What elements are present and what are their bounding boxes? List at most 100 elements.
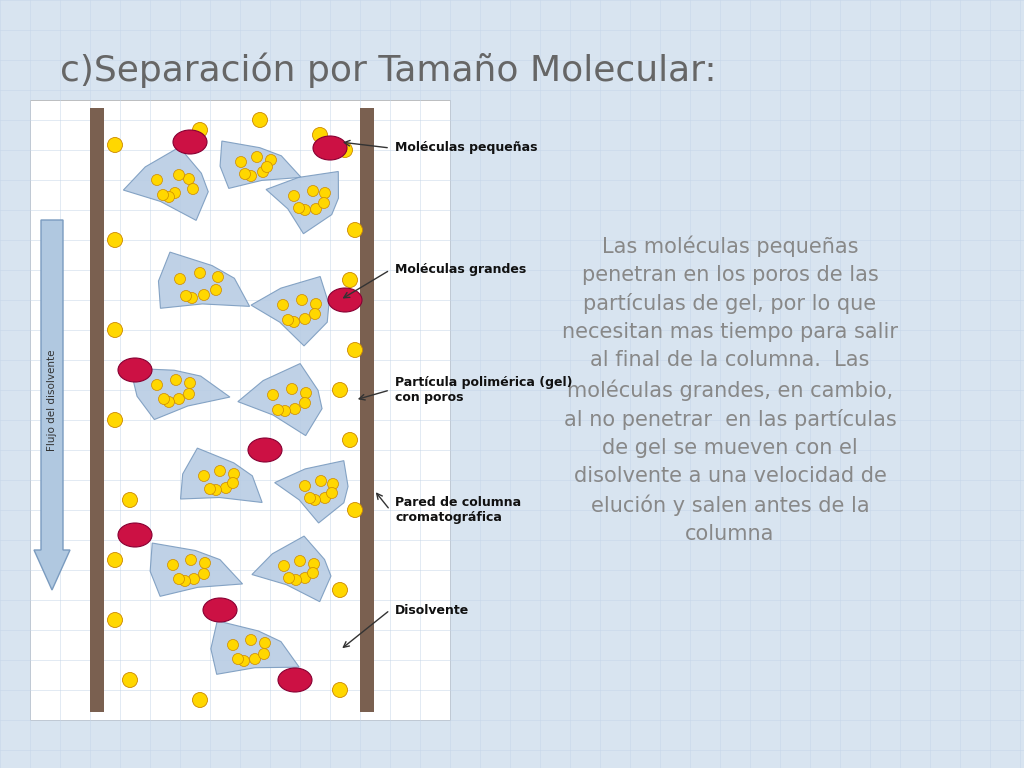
- Circle shape: [211, 284, 221, 296]
- Polygon shape: [130, 369, 230, 419]
- Circle shape: [183, 174, 195, 184]
- Circle shape: [123, 492, 137, 508]
- Circle shape: [333, 582, 347, 598]
- Circle shape: [213, 272, 223, 283]
- Bar: [30, 100, 450, 720]
- Circle shape: [184, 378, 196, 389]
- Circle shape: [299, 204, 310, 216]
- Circle shape: [164, 191, 174, 203]
- Circle shape: [158, 190, 169, 200]
- Circle shape: [291, 574, 301, 585]
- Circle shape: [180, 290, 191, 302]
- Circle shape: [174, 273, 185, 284]
- Ellipse shape: [118, 358, 152, 382]
- Circle shape: [200, 558, 211, 568]
- Circle shape: [300, 388, 311, 399]
- Bar: [360, 108, 374, 712]
- Circle shape: [123, 673, 137, 687]
- Ellipse shape: [328, 288, 362, 312]
- Circle shape: [173, 393, 184, 405]
- Circle shape: [164, 396, 174, 408]
- Circle shape: [186, 293, 198, 303]
- Circle shape: [199, 568, 210, 580]
- Circle shape: [211, 485, 221, 495]
- Circle shape: [333, 382, 347, 398]
- Text: Pared de columna
cromatográfica: Pared de columna cromatográfica: [395, 496, 521, 524]
- Circle shape: [108, 552, 123, 568]
- Circle shape: [342, 273, 357, 287]
- Circle shape: [310, 299, 322, 310]
- Circle shape: [304, 492, 315, 504]
- Circle shape: [108, 137, 123, 153]
- Circle shape: [236, 157, 247, 167]
- Circle shape: [179, 575, 190, 587]
- Circle shape: [199, 471, 210, 482]
- Circle shape: [289, 190, 299, 201]
- Polygon shape: [151, 543, 243, 596]
- Polygon shape: [266, 171, 339, 233]
- Ellipse shape: [248, 438, 282, 462]
- Text: Las moléculas pequeñas
penetran en los poros de las
partículas de gel, por lo qu: Las moléculas pequeñas penetran en los p…: [562, 236, 898, 545]
- Circle shape: [246, 170, 256, 181]
- FancyArrow shape: [34, 220, 70, 590]
- Polygon shape: [220, 141, 301, 188]
- Circle shape: [347, 502, 362, 518]
- Circle shape: [265, 154, 276, 165]
- Circle shape: [188, 574, 200, 584]
- Circle shape: [309, 309, 321, 319]
- Circle shape: [250, 654, 260, 664]
- Circle shape: [261, 161, 272, 173]
- Polygon shape: [123, 147, 208, 220]
- Ellipse shape: [173, 130, 207, 154]
- Circle shape: [173, 574, 184, 584]
- Circle shape: [310, 204, 322, 214]
- Circle shape: [287, 383, 298, 395]
- Circle shape: [299, 572, 310, 584]
- Circle shape: [193, 123, 208, 137]
- Circle shape: [319, 492, 331, 504]
- Circle shape: [279, 561, 290, 571]
- Circle shape: [239, 656, 250, 667]
- Circle shape: [299, 313, 310, 325]
- Circle shape: [195, 267, 206, 279]
- Circle shape: [307, 568, 318, 578]
- Polygon shape: [211, 621, 299, 674]
- Circle shape: [108, 233, 123, 247]
- Polygon shape: [238, 363, 323, 435]
- Circle shape: [240, 168, 251, 180]
- Circle shape: [280, 406, 291, 416]
- Circle shape: [278, 300, 289, 310]
- Circle shape: [259, 637, 270, 648]
- Circle shape: [257, 167, 268, 177]
- Circle shape: [309, 495, 321, 505]
- Polygon shape: [251, 276, 329, 346]
- Circle shape: [205, 484, 215, 495]
- Text: Partícula polimérica (gel)
con poros: Partícula polimérica (gel) con poros: [395, 376, 572, 404]
- Circle shape: [319, 187, 331, 198]
- Circle shape: [284, 572, 295, 584]
- Circle shape: [183, 389, 195, 399]
- Circle shape: [267, 389, 279, 400]
- Circle shape: [199, 290, 210, 300]
- Circle shape: [246, 634, 256, 645]
- Circle shape: [108, 412, 123, 428]
- Circle shape: [328, 478, 339, 489]
- Circle shape: [220, 482, 231, 494]
- Circle shape: [342, 432, 357, 448]
- Circle shape: [173, 170, 184, 180]
- Ellipse shape: [278, 668, 312, 692]
- Circle shape: [159, 393, 170, 405]
- Circle shape: [347, 223, 362, 237]
- Circle shape: [152, 174, 163, 186]
- Circle shape: [299, 398, 310, 409]
- Circle shape: [283, 315, 294, 326]
- Polygon shape: [180, 448, 262, 502]
- Circle shape: [333, 683, 347, 697]
- Circle shape: [307, 186, 318, 197]
- Circle shape: [214, 465, 225, 476]
- Circle shape: [228, 468, 240, 479]
- Circle shape: [171, 375, 181, 386]
- Circle shape: [108, 323, 123, 337]
- Circle shape: [347, 343, 362, 357]
- Text: c)Separación por Tamaño Molecular:: c)Separación por Tamaño Molecular:: [60, 52, 717, 88]
